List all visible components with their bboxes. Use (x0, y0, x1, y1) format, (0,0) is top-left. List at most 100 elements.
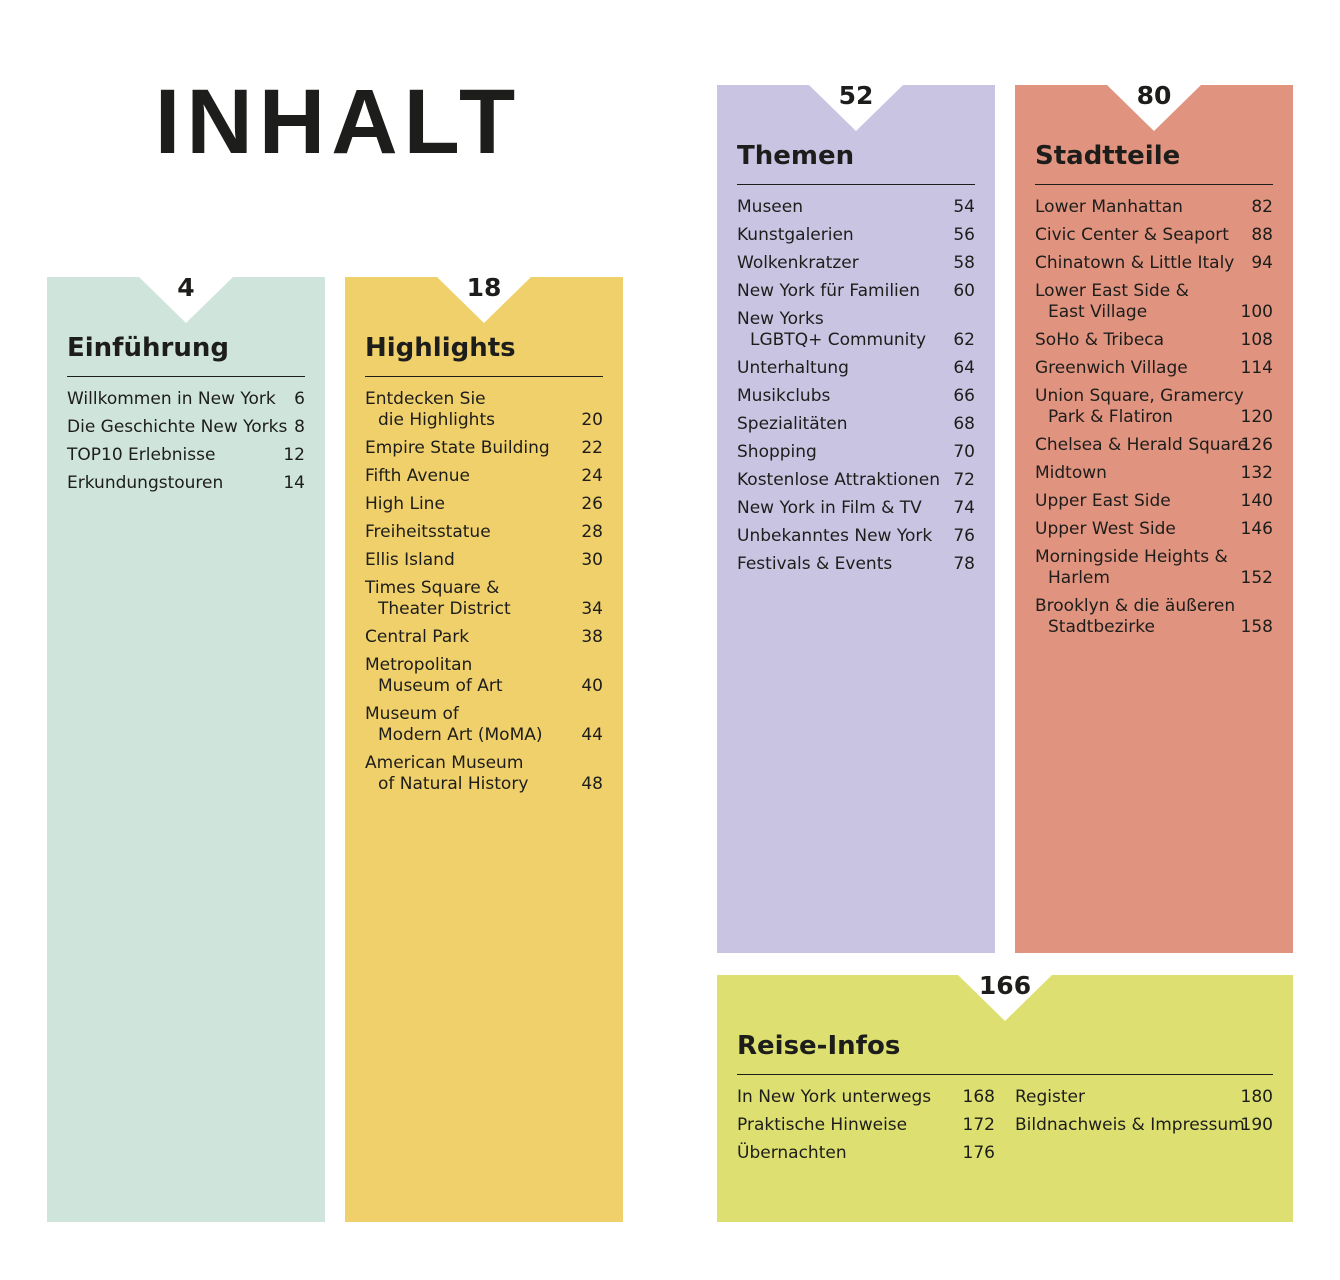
entry-label: Civic Center & Seaport (1035, 225, 1229, 245)
entry-page: 66 (953, 386, 975, 406)
entry-label: Upper West Side (1035, 519, 1176, 539)
entry-page: 172 (962, 1115, 995, 1135)
section-page: 80 (1136, 81, 1172, 110)
entry-page: 152 (1240, 568, 1273, 588)
entry-page: 94 (1251, 253, 1273, 273)
entry-label: New Yorks (737, 309, 824, 329)
section-page: 4 (177, 273, 195, 302)
entry-label: Metropolitan (365, 655, 473, 675)
entry-label: Times Square & (365, 578, 500, 598)
entry-page: 78 (953, 554, 975, 574)
entry-page: 190 (1240, 1115, 1273, 1135)
entry-page: 38 (581, 627, 603, 647)
entry-page: 30 (581, 550, 603, 570)
entry-label: American Museum (365, 753, 524, 773)
entry-page: 180 (1240, 1087, 1273, 1107)
section-panel (717, 85, 995, 953)
entry-label: of Natural History (378, 774, 529, 794)
section-heading: Highlights (365, 333, 516, 363)
entry-label: Bildnachweis & Impressum (1015, 1115, 1245, 1135)
entry-label: Lower Manhattan (1035, 197, 1183, 217)
entry-label: Park & Flatiron (1048, 407, 1173, 427)
entry-page: 26 (581, 494, 603, 514)
entry-page: 120 (1240, 407, 1273, 427)
entry-page: 82 (1251, 197, 1273, 217)
entry-label: High Line (365, 494, 445, 514)
entry-page: 22 (581, 438, 603, 458)
entry-page: 34 (581, 599, 603, 619)
entry-label: Chelsea & Herald Square (1035, 435, 1249, 455)
entry-page: 140 (1240, 491, 1273, 511)
entry-label: Festivals & Events (737, 554, 893, 574)
section-panel (345, 277, 623, 1222)
entry-page: 132 (1240, 463, 1273, 483)
entry-label: East Village (1048, 302, 1148, 322)
entry-page: 60 (953, 281, 975, 301)
section-panel (47, 277, 325, 1222)
entry-label: Register (1015, 1087, 1085, 1107)
entry-label: Chinatown & Little Italy (1035, 253, 1235, 273)
entry-label: New York in Film & TV (737, 498, 922, 518)
entry-label: Stadtbezirke (1048, 617, 1155, 637)
entry-page: 100 (1240, 302, 1273, 322)
section-heading: Einführung (67, 333, 229, 363)
entry-label: New York für Familien (737, 281, 920, 301)
entry-page: 48 (581, 774, 603, 794)
section-heading: Reise-Infos (737, 1031, 901, 1061)
entry-label: Musikclubs (737, 386, 831, 406)
entry-label: Praktische Hinweise (737, 1115, 908, 1135)
entry-page: 24 (581, 466, 603, 486)
entry-page: 44 (581, 725, 603, 745)
rule (67, 376, 305, 377)
entry-page: 54 (953, 197, 975, 217)
entry-label: Harlem (1048, 568, 1110, 588)
entry-page: 158 (1240, 617, 1273, 637)
entry-label: LGBTQ+ Community (750, 330, 927, 350)
entry-label: Wolkenkratzer (737, 253, 859, 273)
entry-page: 168 (962, 1087, 995, 1107)
entry-label: Midtown (1035, 463, 1107, 483)
entry-label: Entdecken Sie (365, 389, 486, 409)
entry-label: TOP10 Erlebnisse (67, 445, 216, 465)
entry-label: Willkommen in New York (67, 389, 276, 409)
entry-label: Lower East Side & (1035, 281, 1189, 301)
section-page: 18 (466, 273, 502, 302)
section-page: 166 (978, 971, 1032, 1000)
entry-label: Theater District (378, 599, 511, 619)
entry-label: Museum of (365, 704, 459, 724)
entry-page: 20 (581, 410, 603, 430)
entry-label: Shopping (737, 442, 817, 462)
entry-label: Brooklyn & die äußeren (1035, 596, 1236, 616)
rule (1035, 184, 1273, 185)
entry-page: 14 (283, 473, 305, 493)
entry-page: 114 (1240, 358, 1273, 378)
entry-label: In New York unterwegs (737, 1087, 932, 1107)
entry-label: Übernachten (737, 1143, 847, 1163)
rule (365, 376, 603, 377)
entry-label: Kunstgalerien (737, 225, 854, 245)
entry-page: 28 (581, 522, 603, 542)
entry-label: Spezialitäten (737, 414, 848, 434)
entry-label: Die Geschichte New Yorks (67, 417, 288, 437)
entry-label: Empire State Building (365, 438, 550, 458)
entry-page: 56 (953, 225, 975, 245)
section-heading: Themen (737, 141, 855, 171)
rule (737, 1074, 1273, 1075)
entry-label: Unterhaltung (737, 358, 849, 378)
entry-page: 70 (953, 442, 975, 462)
entry-page: 58 (953, 253, 975, 273)
entry-label: Modern Art (MoMA) (378, 725, 543, 745)
entry-page: 12 (283, 445, 305, 465)
entry-page: 40 (581, 676, 603, 696)
entry-page: 126 (1240, 435, 1273, 455)
section-heading: Stadtteile (1035, 141, 1181, 171)
entry-label: SoHo & Tribeca (1035, 330, 1165, 350)
entry-label: Erkundungstouren (67, 473, 224, 493)
entry-page: 64 (953, 358, 975, 378)
entry-label: Museum of Art (378, 676, 503, 696)
entry-label: Fifth Avenue (365, 466, 470, 486)
entry-label: Ellis Island (365, 550, 455, 570)
entry-label: die Highlights (378, 410, 495, 430)
entry-label: Morningside Heights & (1035, 547, 1228, 567)
